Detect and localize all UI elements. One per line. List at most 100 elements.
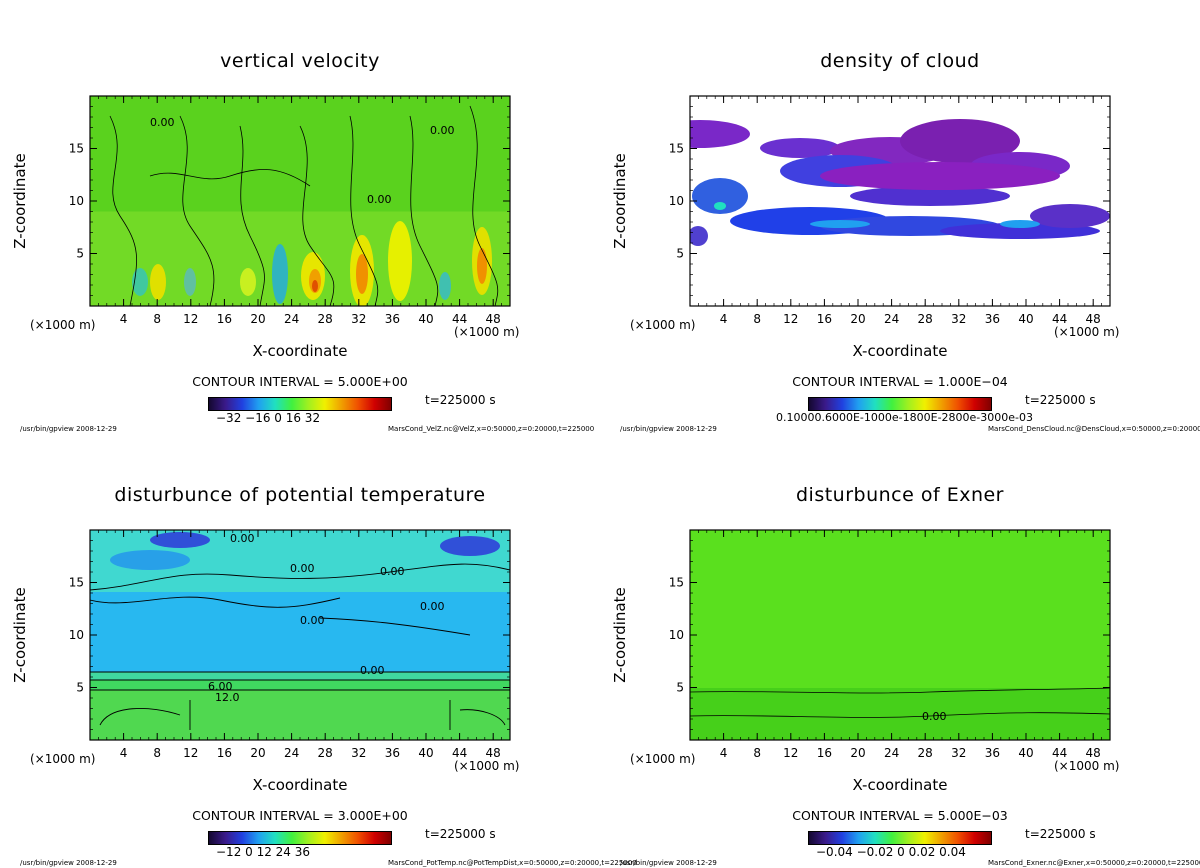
x-tick-label: 36	[385, 312, 400, 326]
footer-left: /usr/bin/gpview 2008-12-29	[20, 425, 117, 433]
x-tick-label: 20	[850, 746, 865, 760]
y-tick-label: 5	[76, 247, 84, 261]
x-unit-left: (×1000 m)	[630, 318, 696, 332]
x-tick-label: 16	[217, 746, 232, 760]
x-tick-label: 8	[153, 312, 161, 326]
svg-text:0.00: 0.00	[290, 562, 315, 575]
x-tick-label: 32	[351, 746, 366, 760]
colorbar-ticks: −12 0 12 24 36	[216, 845, 311, 859]
y-tick-label: 15	[69, 142, 84, 156]
colorbar-ticks: −32 −16 0 16 32	[216, 411, 321, 425]
x-tick-label: 20	[250, 312, 265, 326]
x-unit-left: (×1000 m)	[30, 752, 96, 766]
footer-left: /usr/bin/gpview 2008-12-29	[20, 859, 117, 867]
svg-text:6.00: 6.00	[208, 680, 233, 693]
x-tick-label: 24	[284, 312, 299, 326]
x-tick-label: 24	[884, 746, 899, 760]
x-tick-label: 40	[418, 312, 433, 326]
x-tick-label: 48	[1086, 312, 1101, 326]
x-unit-left: (×1000 m)	[630, 752, 696, 766]
x-tick-label: 24	[284, 746, 299, 760]
x-tick-label: 36	[985, 312, 1000, 326]
colorbar	[808, 831, 992, 845]
x-tick-label: 36	[985, 746, 1000, 760]
x-tick-label: 40	[1018, 746, 1033, 760]
chart-panel-potential-temperature: disturbunce of potential temperature 0.00…	[0, 434, 637, 868]
svg-text:0.00: 0.00	[360, 664, 385, 677]
x-tick-label: 16	[817, 312, 832, 326]
x-tick-label: 44	[452, 746, 467, 760]
footer-left: /usr/bin/gpview 2008-12-29	[620, 859, 717, 867]
time-label: t=225000 s	[1025, 827, 1096, 841]
x-tick-label: 8	[753, 746, 761, 760]
x-tick-label: 32	[351, 312, 366, 326]
x-tick-label: 20	[850, 312, 865, 326]
contour-interval: CONTOUR INTERVAL = 5.000E−03	[792, 808, 1008, 823]
x-unit-right: (×1000 m)	[1054, 325, 1120, 339]
x-tick-label: 48	[486, 312, 501, 326]
x-tick-label: 12	[183, 746, 198, 760]
chart-title: vertical velocity	[220, 50, 380, 72]
svg-text:0.00: 0.00	[367, 193, 392, 206]
x-tick-label: 48	[1086, 746, 1101, 760]
svg-text:0.00: 0.00	[150, 116, 175, 129]
chart-panel-exner: disturbunce of Exner 0.00 4 8 12 16 20 24 28 32 36…	[600, 434, 1200, 868]
contour-interval: CONTOUR INTERVAL = 5.000E+00	[192, 374, 408, 389]
footer-right: MarsCond_VelZ.nc@VelZ,x=0:50000,z=0:2000…	[388, 425, 595, 433]
x-axis-label: X-coordinate	[252, 776, 348, 794]
svg-text:0.00: 0.00	[300, 614, 325, 627]
svg-text:0.00: 0.00	[922, 710, 947, 723]
y-tick-label: 10	[69, 628, 84, 642]
x-tick-label: 8	[153, 746, 161, 760]
x-tick-label: 4	[720, 746, 728, 760]
x-tick-label: 4	[120, 312, 128, 326]
x-tick-label: 48	[486, 746, 501, 760]
x-tick-label: 12	[183, 312, 198, 326]
x-tick-label: 28	[318, 746, 333, 760]
svg-text:12.0: 12.0	[215, 691, 240, 704]
chart-title: density of cloud	[820, 50, 980, 72]
x-tick-label: 24	[884, 312, 899, 326]
x-tick-label: 44	[1052, 312, 1067, 326]
x-tick-label: 20	[250, 746, 265, 760]
x-tick-label: 36	[385, 746, 400, 760]
x-tick-label: 28	[918, 746, 933, 760]
colorbar	[208, 397, 392, 411]
footer-right: MarsCond_DensCloud.nc@DensCloud,x=0:5000…	[988, 425, 1200, 433]
y-tick-label: 10	[669, 628, 684, 642]
chart-title: disturbunce of Exner	[795, 484, 1004, 506]
x-tick-label: 28	[318, 312, 333, 326]
y-tick-label: 10	[69, 194, 84, 208]
time-label: t=225000 s	[425, 827, 496, 841]
colorbar-ticks: 0.10000.6000E-1000e-1800E-2800e-3000e-03	[776, 411, 1034, 424]
y-axis-label: Z-coordinate	[611, 153, 629, 249]
y-axis-label: Z-coordinate	[11, 587, 29, 683]
x-tick-label: 28	[918, 312, 933, 326]
x-unit-left: (×1000 m)	[30, 318, 96, 332]
x-unit-right: (×1000 m)	[1054, 759, 1120, 773]
x-tick-label: 16	[817, 746, 832, 760]
x-tick-label: 4	[720, 312, 728, 326]
x-tick-label: 8	[753, 312, 761, 326]
x-axis-label: X-coordinate	[852, 776, 948, 794]
y-tick-label: 5	[676, 247, 684, 261]
x-tick-label: 44	[452, 312, 467, 326]
y-axis-label: Z-coordinate	[611, 587, 629, 683]
y-tick-label: 15	[69, 576, 84, 590]
x-tick-label: 40	[1018, 312, 1033, 326]
colorbar	[208, 831, 392, 845]
chart-title: disturbunce of potential temperature	[114, 484, 486, 506]
x-axis-label: X-coordinate	[852, 342, 948, 360]
y-tick-label: 15	[669, 142, 684, 156]
x-axis-label: X-coordinate	[252, 342, 348, 360]
colorbar-ticks: −0.04 −0.02 0 0.02 0.04	[816, 845, 966, 859]
x-tick-label: 40	[418, 746, 433, 760]
x-tick-label: 16	[217, 312, 232, 326]
x-tick-label: 32	[951, 312, 966, 326]
x-tick-label: 4	[120, 746, 128, 760]
y-tick-label: 15	[669, 576, 684, 590]
x-unit-right: (×1000 m)	[454, 325, 520, 339]
